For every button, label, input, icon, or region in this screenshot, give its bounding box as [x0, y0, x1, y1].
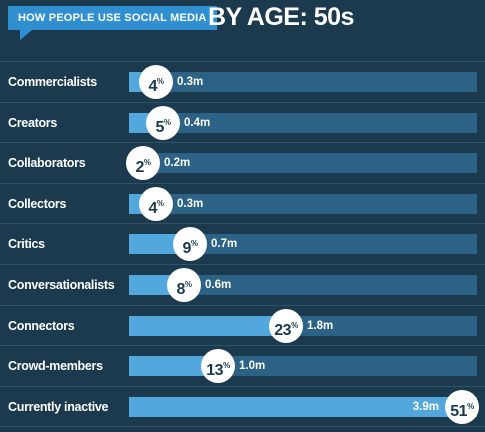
- page-title: BY AGE: 50s: [208, 3, 354, 32]
- percent-unit: %: [467, 401, 474, 411]
- divider: [0, 61, 485, 62]
- bar: [129, 315, 286, 336]
- percent-unit: %: [291, 320, 298, 330]
- percent-value: 4: [148, 199, 157, 217]
- percent-value: 23: [274, 321, 292, 339]
- title-prefix: BY AGE:: [208, 3, 314, 31]
- bar-track: 0.4m 5%: [129, 105, 477, 140]
- percent-unit: %: [223, 361, 230, 371]
- percent-unit: %: [163, 117, 171, 127]
- bar: [129, 396, 477, 417]
- category-label: Crowd-members: [8, 359, 103, 374]
- bar: [129, 356, 218, 377]
- bar-track: 0.7m 9%: [129, 227, 477, 262]
- bar-row-conversationalists: Conversationalists 0.6m 8%: [0, 265, 485, 306]
- percent-bubble: 5%: [146, 105, 180, 140]
- percent-value: 13: [206, 362, 224, 380]
- percent-value: 8: [176, 281, 185, 298]
- bar-track: 0.3m 4%: [129, 186, 477, 221]
- tag-pointer: [20, 30, 32, 40]
- percent-value: 2: [135, 159, 144, 177]
- category-label: Connectors: [8, 318, 75, 333]
- percent-unit: %: [190, 239, 198, 249]
- bar-row-currently-inactive: Currently inactive 3.9m 51%: [0, 387, 485, 428]
- percent-unit: %: [143, 158, 151, 168]
- category-label: Critics: [8, 237, 45, 252]
- people-label: 3.9m: [412, 400, 439, 413]
- bar-track: 1.8m 23%: [129, 308, 477, 343]
- bar-row-collectors: Collectors 0.3m 4%: [0, 184, 485, 225]
- percent-bubble: 8%: [167, 268, 201, 302]
- title-age: 50s: [313, 3, 355, 31]
- people-label: 0.3m: [177, 197, 204, 210]
- bar-track: 1.0m 13%: [129, 349, 477, 384]
- bar-track: 0.3m 4%: [129, 65, 477, 99]
- percent-value: 5: [155, 118, 164, 136]
- percent-unit: %: [184, 280, 192, 289]
- percent-value: 51: [450, 402, 468, 420]
- bar-track: 0.6m 8%: [129, 268, 477, 302]
- bar-row-connectors: Connectors 1.8m 23%: [0, 306, 485, 347]
- percent-value: 4: [148, 78, 157, 95]
- bar-row-creators: Creators 0.4m 5%: [0, 103, 485, 144]
- bar-row-critics: Critics 0.7m 9%: [0, 224, 485, 265]
- percent-value: 9: [182, 240, 191, 258]
- category-label: Commercialists: [8, 75, 97, 89]
- bar-track: 0.2m 2%: [126, 146, 477, 181]
- percent-bubble: 13%: [201, 349, 235, 384]
- bar-row-commercialists: Commercialists 0.3m 4%: [0, 62, 485, 103]
- people-label: 0.3m: [177, 76, 204, 88]
- percent-bubble: 23%: [269, 308, 303, 343]
- category-label: Conversationalists: [8, 278, 115, 292]
- percent-unit: %: [156, 198, 164, 208]
- percent-bubble: 4%: [139, 65, 173, 99]
- people-label: 0.7m: [211, 238, 238, 251]
- category-label: Currently inactive: [8, 399, 109, 414]
- category-label: Collaborators: [8, 156, 86, 171]
- category-label: Creators: [8, 115, 58, 130]
- percent-bubble: 2%: [126, 146, 160, 181]
- people-label: 1.8m: [307, 319, 334, 332]
- percent-bubble: 4%: [139, 186, 173, 221]
- people-label: 1.0m: [239, 360, 266, 373]
- category-label: Collectors: [8, 196, 67, 211]
- header-tag: HOW PEOPLE USE SOCIAL MEDIA: [8, 6, 217, 30]
- header: HOW PEOPLE USE SOCIAL MEDIA BY AGE: 50s: [0, 0, 485, 50]
- people-label: 0.2m: [164, 157, 191, 170]
- people-label: 0.4m: [184, 116, 211, 129]
- bar-track: 3.9m 51%: [129, 389, 479, 424]
- bar-row-crowd-members: Crowd-members 1.0m 13%: [0, 346, 485, 387]
- people-label: 0.6m: [205, 279, 232, 291]
- bar-row-collaborators: Collaborators 0.2m 2%: [0, 143, 485, 184]
- percent-bubble: 51%: [445, 389, 479, 424]
- percent-bubble: 9%: [173, 227, 207, 262]
- percent-unit: %: [156, 77, 164, 86]
